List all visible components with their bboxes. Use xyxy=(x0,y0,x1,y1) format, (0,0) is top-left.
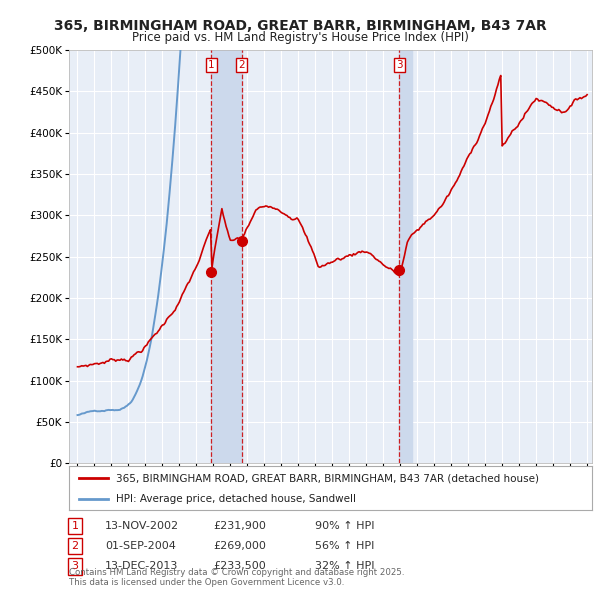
Text: £269,000: £269,000 xyxy=(213,542,266,551)
Text: 13-NOV-2002: 13-NOV-2002 xyxy=(105,522,179,531)
Text: 90% ↑ HPI: 90% ↑ HPI xyxy=(315,522,374,531)
Text: 13-DEC-2013: 13-DEC-2013 xyxy=(105,562,178,571)
Text: 2: 2 xyxy=(71,542,79,551)
Text: 1: 1 xyxy=(208,60,214,70)
Text: HPI: Average price, detached house, Sandwell: HPI: Average price, detached house, Sand… xyxy=(116,494,356,504)
Bar xyxy=(400,50,412,463)
Text: £231,900: £231,900 xyxy=(213,522,266,531)
Text: 32% ↑ HPI: 32% ↑ HPI xyxy=(315,562,374,571)
Bar xyxy=(211,50,242,463)
Text: 365, BIRMINGHAM ROAD, GREAT BARR, BIRMINGHAM, B43 7AR (detached house): 365, BIRMINGHAM ROAD, GREAT BARR, BIRMIN… xyxy=(116,474,539,483)
Text: 3: 3 xyxy=(71,562,79,571)
Text: Price paid vs. HM Land Registry's House Price Index (HPI): Price paid vs. HM Land Registry's House … xyxy=(131,31,469,44)
Text: 01-SEP-2004: 01-SEP-2004 xyxy=(105,542,176,551)
Text: £233,500: £233,500 xyxy=(213,562,266,571)
Text: Contains HM Land Registry data © Crown copyright and database right 2025.
This d: Contains HM Land Registry data © Crown c… xyxy=(69,568,404,587)
Text: 3: 3 xyxy=(396,60,403,70)
Text: 365, BIRMINGHAM ROAD, GREAT BARR, BIRMINGHAM, B43 7AR: 365, BIRMINGHAM ROAD, GREAT BARR, BIRMIN… xyxy=(53,19,547,34)
Text: 56% ↑ HPI: 56% ↑ HPI xyxy=(315,542,374,551)
Text: 2: 2 xyxy=(238,60,245,70)
Text: 1: 1 xyxy=(71,522,79,531)
